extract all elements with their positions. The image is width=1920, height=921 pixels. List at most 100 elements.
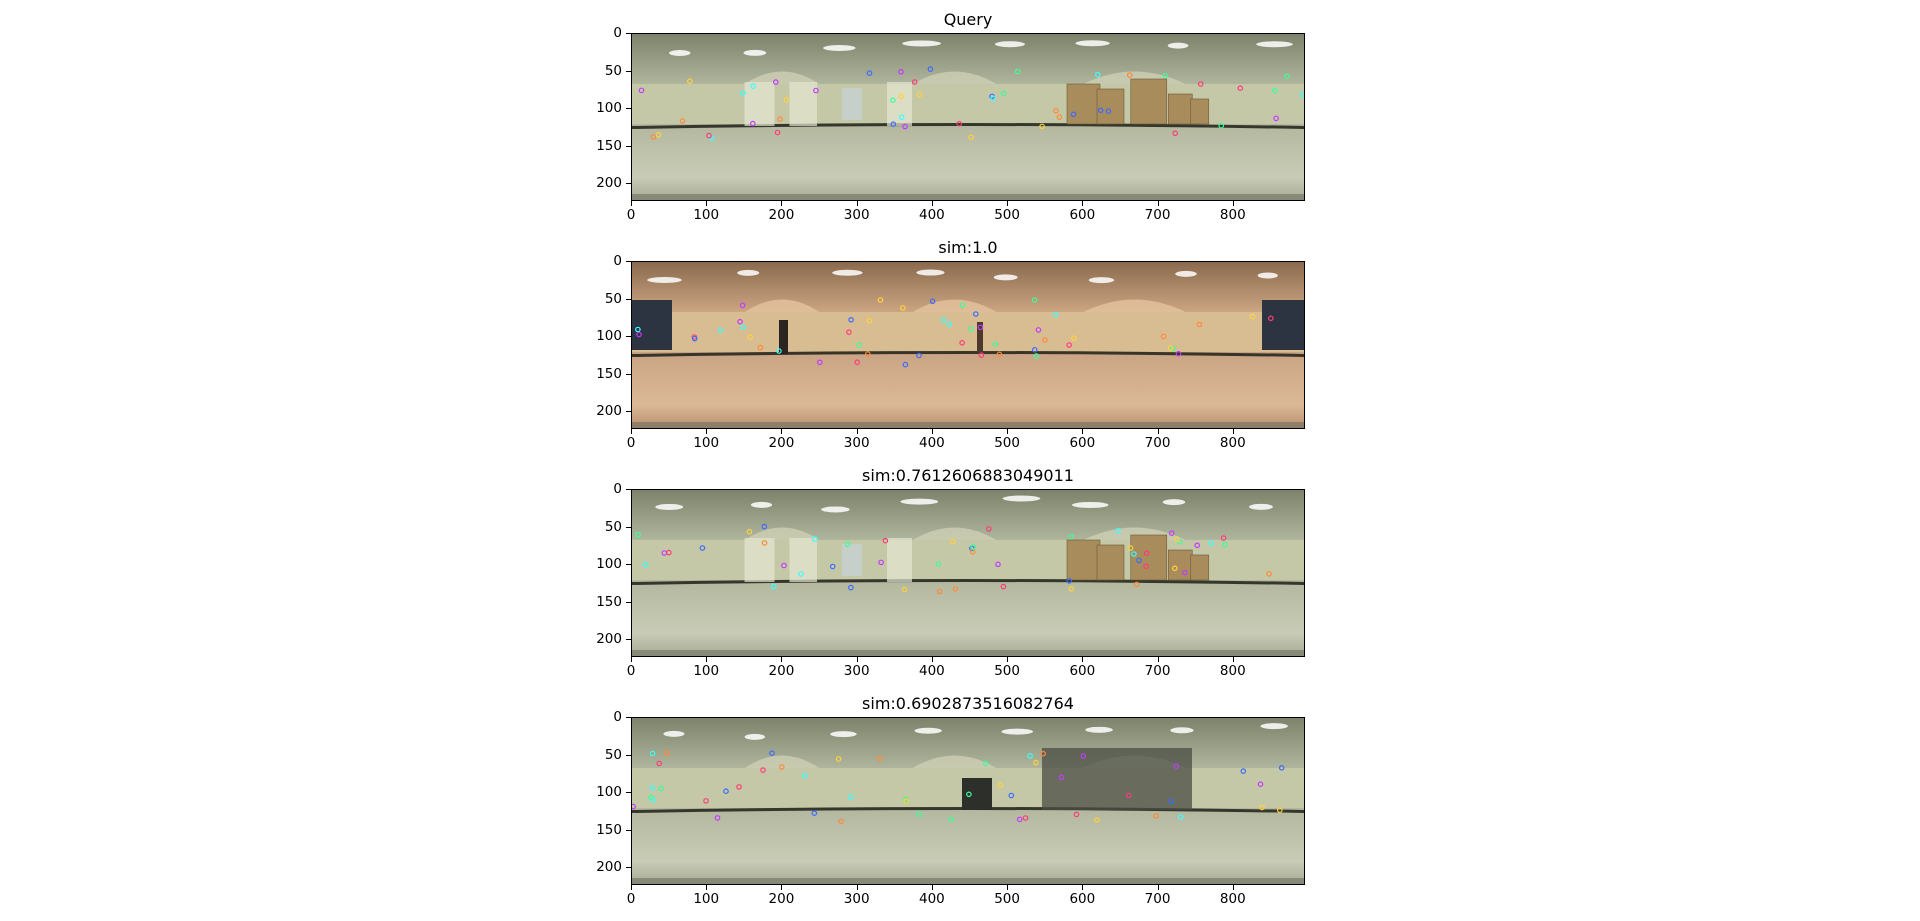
x-tick-label: 800 [1219,891,1246,907]
x-tick-mark [1007,885,1009,890]
y-tick-mark [626,639,631,640]
y-tick-label: 200 [596,631,622,647]
x-tick-mark [1007,201,1009,206]
x-tick-mark [931,657,933,662]
x-tick-mark [1157,201,1159,206]
x-tick-label: 600 [1069,891,1096,907]
x-tick-label: 300 [843,207,870,223]
x-tick-label: 700 [1144,891,1171,907]
x-tick-mark [781,657,783,662]
x-tick-mark [631,201,632,206]
panel-title: sim:0.7612606883049011 [862,466,1074,485]
x-tick-label: 100 [693,435,720,451]
x-tick-label: 200 [768,891,795,907]
x-tick-label: 300 [843,891,870,907]
x-tick-mark [1232,201,1234,206]
y-tick-label: 100 [596,328,622,344]
x-tick-mark [1157,657,1159,662]
x-tick-mark [1082,885,1084,890]
x-tick-label: 0 [626,663,636,679]
x-tick-mark [1232,657,1234,662]
x-tick-label: 700 [1144,435,1171,451]
panel-title: Query [943,10,993,29]
x-tick-label: 400 [919,663,945,679]
y-tick-label: 0 [613,481,622,497]
x-tick-mark [1232,429,1234,434]
x-tick-mark [1157,885,1159,890]
x-tick-label: 600 [1069,663,1096,679]
x-tick-label: 100 [693,207,720,223]
x-tick-mark [706,429,708,434]
panorama-panel: sim:0.7612606883049011 0 50 100 150 200 0 100 20… [0,466,1920,691]
x-tick-mark [1082,429,1084,434]
x-tick-mark [781,201,783,206]
y-tick-mark [626,145,631,147]
x-tick-label: 100 [693,663,720,679]
panel-title: sim:0.6902873516082764 [862,694,1074,713]
x-tick-label: 700 [1144,663,1171,679]
y-tick-label: 0 [613,253,622,269]
panorama-svg [632,262,1304,428]
x-tick-mark [856,201,858,206]
panorama-panel: Query 0 50 100 150 200 0 100 200 300 400 500 600 700 8… [0,10,1920,235]
x-tick-mark [1007,657,1009,662]
x-tick-label: 300 [843,663,870,679]
panorama-svg [632,490,1304,656]
x-tick-label: 0 [626,207,636,223]
x-tick-label: 800 [1219,663,1246,679]
x-tick-label: 500 [994,435,1020,451]
x-tick-mark [706,657,708,662]
y-tick-label: 150 [596,137,622,154]
x-tick-mark [856,429,858,434]
x-tick-label: 300 [843,435,870,451]
x-tick-mark [706,885,708,890]
x-tick-label: 800 [1219,435,1246,451]
x-tick-mark [931,429,933,434]
y-tick-label: 100 [596,784,622,800]
y-tick-mark [626,601,631,603]
y-tick-mark [626,867,631,868]
y-tick-mark [626,489,631,490]
x-tick-mark [931,885,933,890]
y-tick-label: 150 [596,365,622,382]
y-tick-label: 50 [604,746,622,763]
x-tick-mark [706,201,708,206]
y-tick-mark [626,564,631,565]
y-tick-mark [626,261,631,262]
panorama-image [631,261,1305,429]
y-tick-label: 150 [596,593,622,610]
panorama-panel: sim:0.6902873516082764 0 50 100 150 200 0 100 20… [0,694,1920,919]
y-tick-mark [626,411,631,412]
panorama-svg [632,718,1304,884]
y-tick-label: 50 [604,518,622,535]
y-tick-label: 0 [613,25,622,41]
y-tick-mark [626,373,631,375]
x-tick-label: 200 [768,435,795,451]
y-tick-mark [626,183,631,184]
y-tick-label: 50 [604,290,622,307]
x-tick-mark [1082,657,1084,662]
x-tick-mark [1232,885,1234,890]
y-tick-mark [626,336,631,337]
x-tick-mark [931,201,933,206]
x-tick-label: 400 [919,891,945,907]
x-tick-label: 100 [693,891,720,907]
y-tick-mark [626,754,631,756]
x-tick-mark [781,429,783,434]
x-tick-mark [631,885,632,890]
y-tick-label: 200 [596,403,622,419]
panorama-panel: sim:1.0 0 50 100 150 200 0 100 200 300 400 500 600 70… [0,238,1920,463]
y-tick-label: 200 [596,175,622,191]
panorama-image [631,33,1305,201]
x-tick-label: 200 [768,207,795,223]
y-tick-mark [626,70,631,72]
x-tick-mark [856,657,858,662]
y-tick-label: 100 [596,100,622,116]
y-tick-mark [626,33,631,34]
x-tick-label: 800 [1219,207,1246,223]
y-tick-label: 0 [613,709,622,725]
x-tick-mark [631,657,632,662]
panorama-image [631,717,1305,885]
x-tick-mark [1157,429,1159,434]
